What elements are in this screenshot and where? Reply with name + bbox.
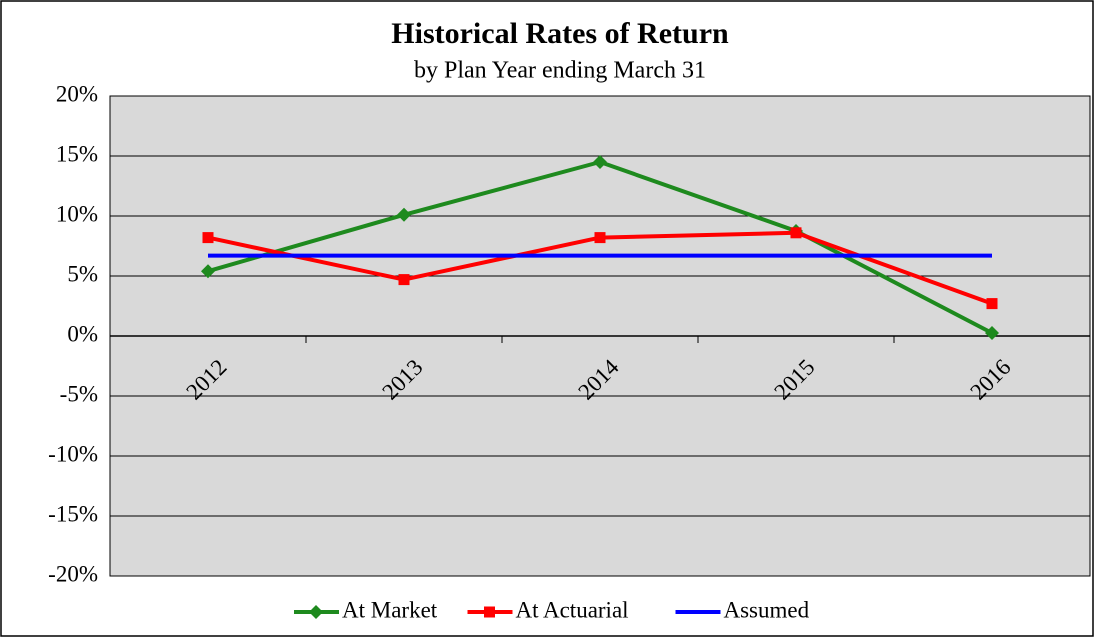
marker (397, 207, 411, 222)
marker (201, 264, 215, 279)
y-tick-label: -5% (60, 381, 98, 406)
y-tick-label: -10% (48, 441, 98, 466)
marker (484, 606, 495, 618)
y-tick-label: 20% (56, 81, 98, 106)
y-tick-label: 15% (56, 141, 98, 166)
marker (985, 326, 999, 340)
y-tick-label: -20% (48, 561, 98, 586)
y-tick-label: 10% (56, 201, 98, 226)
marker (790, 227, 802, 239)
legend-label: At Actuarial (516, 597, 629, 622)
y-tick-label: -15% (48, 501, 98, 526)
marker (398, 274, 410, 286)
marker (202, 232, 214, 244)
legend-label: Assumed (724, 597, 810, 622)
marker (986, 298, 998, 310)
marker (594, 232, 606, 244)
legend-label: At Market (342, 597, 438, 622)
chart-title: Historical Rates of Return (391, 17, 729, 50)
y-tick-label: 0% (67, 321, 98, 346)
marker (593, 155, 607, 169)
marker (309, 605, 323, 619)
chart-subtitle: by Plan Year ending March 31 (414, 58, 706, 84)
y-tick-label: 5% (67, 261, 98, 286)
